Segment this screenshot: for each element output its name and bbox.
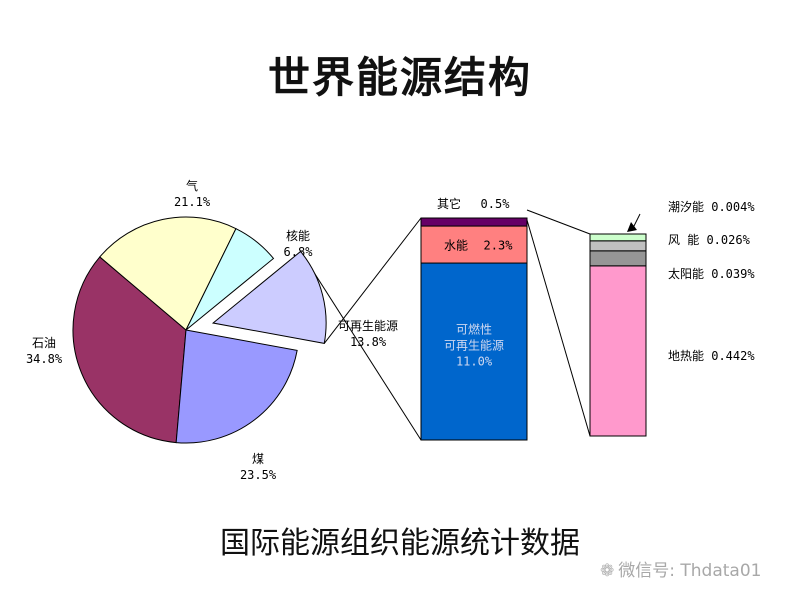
connector-lines	[300, 209, 591, 441]
pie-slice-value: 23.5%	[240, 468, 277, 482]
pie-slice-label: 气	[186, 178, 198, 193]
bar-segment-value: 0.5%	[481, 197, 511, 211]
pie-slice-value: 6.8%	[284, 245, 314, 259]
pie-slice-label: 核能	[286, 229, 310, 243]
callout-arrow-head	[627, 222, 637, 232]
connector-line	[526, 209, 591, 235]
pie-slice	[175, 329, 298, 444]
pie-chart: 石油 34.8% 气 21.1% 核能 6.8% 可再生能源 13.8% 煤 23.5%	[26, 178, 398, 482]
wechat-icon: ❁	[600, 561, 615, 581]
source-caption: 国际能源组织能源统计数据	[220, 526, 580, 561]
bar-segment	[420, 225, 528, 264]
bar-segment	[589, 250, 647, 267]
bar-segment-label: 风 能 0.026%	[668, 233, 751, 247]
pie-slice	[185, 227, 275, 331]
bar-segment-label: 太阳能 0.039%	[668, 266, 755, 281]
pie-slice	[99, 216, 237, 331]
pie-slice-value: 34.8%	[26, 352, 63, 366]
bar-segment-label: 潮汐能 0.004%	[668, 199, 755, 214]
pie-slice-value: 21.1%	[174, 195, 211, 209]
connector-line	[300, 251, 422, 441]
bar-segment	[420, 217, 528, 227]
bar-segment-value: 2.3%	[484, 239, 514, 253]
connector-line	[526, 219, 591, 437]
bar-segment	[589, 265, 647, 437]
watermark: ❁ 微信号: Thdata01	[600, 556, 761, 581]
pie-slice-label: 煤	[252, 452, 264, 466]
bar-segment-label: 可燃性	[456, 322, 492, 337]
callout-arrow-line	[632, 213, 641, 229]
pie-slice-label: 可再生能源	[338, 319, 398, 333]
bar-segment-label: 其它	[437, 196, 461, 211]
pie-slice	[211, 250, 327, 344]
bar-segment	[589, 233, 647, 242]
pie-slice	[72, 256, 187, 444]
bar-segment-label: 可再生能源	[444, 339, 504, 353]
pie-slice-value: 13.8%	[350, 335, 387, 349]
bar-segment-label: 水能	[444, 239, 468, 253]
watermark-text: 微信号: Thdata01	[618, 561, 762, 581]
bar-segment	[420, 262, 528, 441]
connector-line	[323, 217, 422, 344]
pie-slice-label: 石油	[32, 336, 56, 350]
other-renewables-stacked-bar: 地热能 0.442% 太阳能 0.039% 风 能 0.026% 潮汐能 0.004%	[589, 199, 755, 437]
page-title: 世界能源结构	[267, 53, 532, 102]
bar-segment	[589, 240, 647, 252]
bar-segment-label: 地热能 0.442%	[668, 349, 755, 363]
bar-segment-value: 11.0%	[456, 355, 493, 369]
